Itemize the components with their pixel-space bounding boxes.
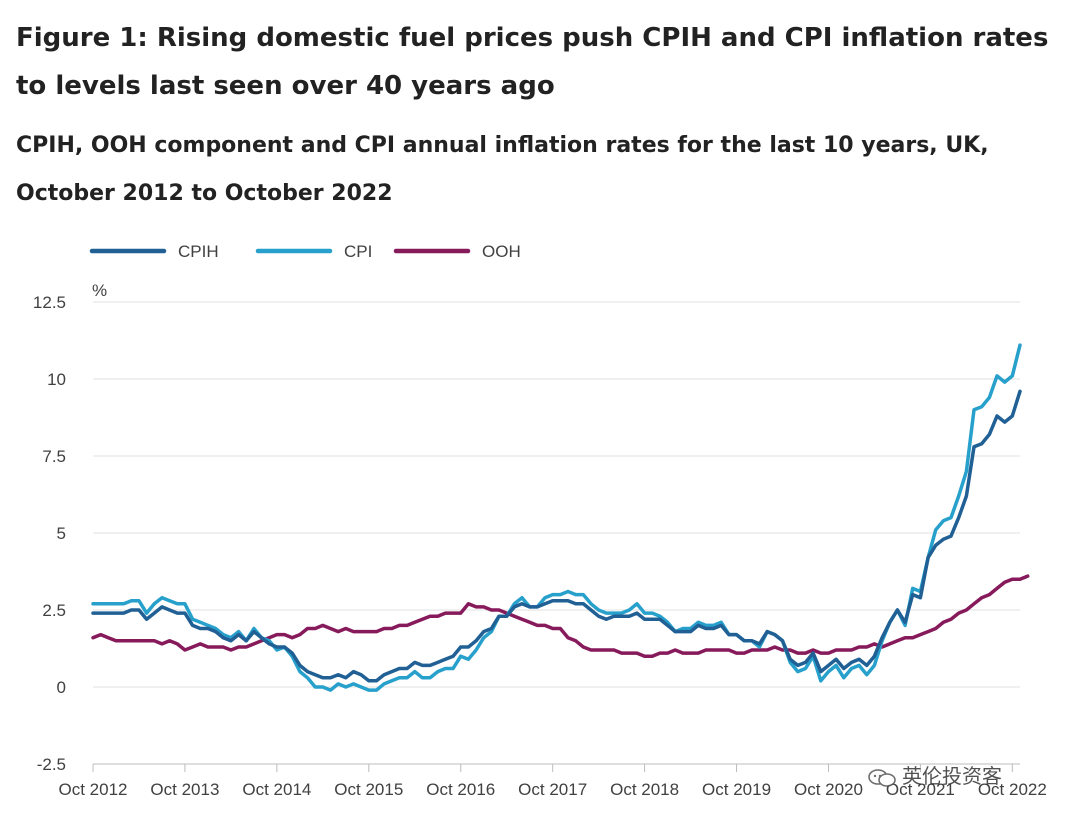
y-tick-label: -2.5 bbox=[37, 755, 66, 774]
y-axis: 12.5 10 7.5 5 2.5 0 -2.5 bbox=[33, 293, 66, 774]
x-tick-label: Oct 2015 bbox=[334, 780, 403, 799]
series-lines bbox=[91, 343, 1030, 692]
x-tick-label: Oct 2021 bbox=[886, 780, 955, 799]
legend-label: OOH bbox=[482, 242, 521, 261]
x-axis: Oct 2012 Oct 2013 Oct 2014 Oct 2015 Oct 2016… bbox=[59, 763, 1047, 799]
legend: CPIH CPI OOH bbox=[89, 242, 521, 261]
chart-subtitle: CPIH, OOH component and CPI annual infla… bbox=[16, 133, 989, 206]
x-tick-label: Oct 2016 bbox=[426, 780, 495, 799]
y-tick-label: 10 bbox=[47, 370, 66, 389]
gridlines bbox=[93, 301, 1020, 765]
legend-item-cpih: CPIH bbox=[89, 242, 219, 261]
line-chart: CPIH CPI OOH % 12.5 10 7.5 5 2.5 0 -2.5 Oct 2012… bbox=[33, 242, 1047, 799]
x-tick-label: Oct 2014 bbox=[242, 780, 311, 799]
x-tick-label: Oct 2019 bbox=[702, 780, 771, 799]
watermark: 英伦投资客 bbox=[868, 760, 1002, 789]
x-tick-label: Oct 2022 bbox=[978, 780, 1047, 799]
legend-item-cpi: CPI bbox=[255, 242, 372, 261]
x-tick-label: Oct 2018 bbox=[610, 780, 679, 799]
y-tick-label: 12.5 bbox=[33, 293, 66, 312]
x-tick-label: Oct 2020 bbox=[794, 780, 863, 799]
y-tick-label: 7.5 bbox=[42, 447, 66, 466]
series-line-cpih bbox=[91, 389, 1022, 683]
y-tick-label: 2.5 bbox=[42, 601, 66, 620]
chart-title: Figure 1: Rising domestic fuel prices pu… bbox=[16, 23, 1049, 101]
legend-label: CPIH bbox=[178, 242, 219, 261]
x-tick-label: Oct 2012 bbox=[59, 780, 128, 799]
chat-bubbles-icon bbox=[868, 768, 896, 787]
watermark-text: 英伦投资客 bbox=[902, 764, 1002, 788]
y-axis-unit-label: % bbox=[92, 281, 107, 300]
x-tick-label: Oct 2013 bbox=[150, 780, 219, 799]
legend-item-ooh: OOH bbox=[393, 242, 521, 261]
x-tick-label: Oct 2017 bbox=[518, 780, 587, 799]
y-tick-label: 5 bbox=[57, 524, 66, 543]
y-tick-label: 0 bbox=[57, 678, 66, 697]
series-line-ooh bbox=[91, 574, 1030, 658]
legend-label: CPI bbox=[344, 242, 372, 261]
